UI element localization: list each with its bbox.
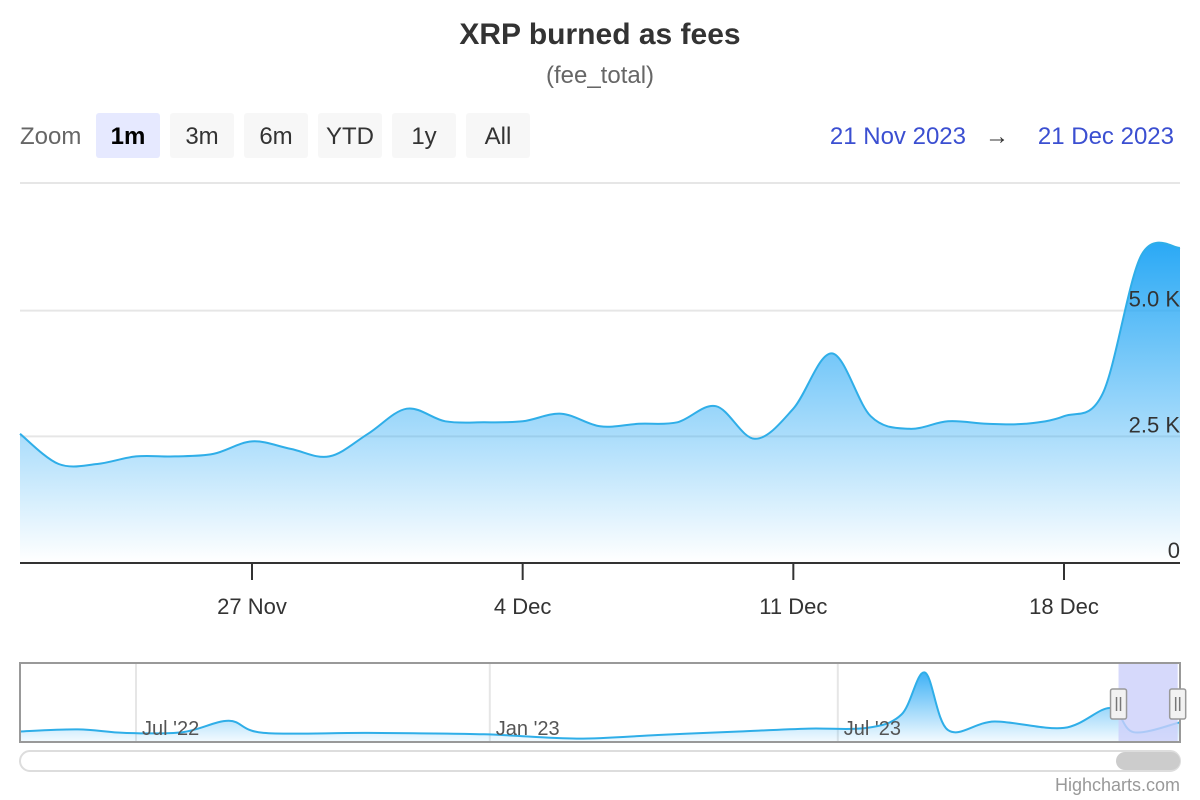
zoom-button-label: 6m [259, 123, 292, 150]
zoom-button-label: 1y [411, 123, 436, 150]
range-selector: Zoom 1m 3m 6m YTD 1y All 21 Nov 2023 → 2… [20, 113, 1174, 158]
y-tick-label: 2.5 K [1129, 412, 1181, 437]
zoom-button-label: YTD [326, 123, 374, 150]
navigator-series-area [20, 672, 1180, 742]
scrollbar[interactable] [19, 750, 1181, 772]
chart-subtitle: (fee_total) [546, 62, 654, 89]
zoom-button-label: All [485, 123, 512, 150]
navigator-tick-label: Jul '22 [142, 718, 199, 740]
zoom-button-6m[interactable]: 6m [244, 113, 308, 158]
handle-grip[interactable] [1168, 688, 1187, 720]
scrollbar-track[interactable] [19, 750, 1181, 772]
navigator-series-line [19, 671, 1181, 740]
zoom-button-ytd[interactable]: YTD [318, 113, 382, 158]
range-from-input[interactable]: 21 Nov 2023 [830, 123, 966, 150]
navigator-handle-left[interactable] [1109, 688, 1128, 720]
navigator-axis-labels: Jul '22 Jan '23 Jul '23 [142, 718, 901, 740]
plot-area: 0 2.5 K 5.0 K 27 Nov 4 Dec 11 Dec 18 Dec [19, 241, 1181, 619]
navigator: Jul '22 Jan '23 Jul '23 [19, 662, 1187, 743]
x-axis-ticks: 27 Nov 4 Dec 11 Dec 18 Dec [217, 563, 1099, 619]
credits-link[interactable]: Highcharts.com [1055, 775, 1180, 795]
zoom-button-all[interactable]: All [466, 113, 530, 158]
navigator-selected-range[interactable] [1118, 663, 1178, 742]
handle-grip[interactable] [1109, 688, 1128, 720]
y-tick-label: 5.0 K [1129, 287, 1181, 312]
chart-title: XRP burned as fees [459, 18, 740, 51]
zoom-button-1y[interactable]: 1y [392, 113, 456, 158]
zoom-label: Zoom [20, 123, 81, 150]
range-to-input[interactable]: 21 Dec 2023 [1038, 123, 1174, 150]
y-axis-labels: 0 2.5 K 5.0 K [1129, 287, 1181, 563]
scrollbar-thumb[interactable] [1116, 752, 1180, 770]
navigator-handle-right[interactable] [1168, 688, 1187, 720]
zoom-button-label: 3m [185, 123, 218, 150]
y-tick-label: 0 [1168, 538, 1180, 563]
x-tick-label: 18 Dec [1029, 594, 1099, 619]
y-gridlines [20, 309, 1180, 438]
x-tick-label: 11 Dec [759, 594, 827, 619]
range-arrow: → [985, 123, 1009, 150]
navigator-tick-label: Jul '23 [844, 718, 901, 740]
series-line[interactable] [19, 241, 1181, 468]
zoom-button-3m[interactable]: 3m [170, 113, 234, 158]
x-tick-label: 27 Nov [217, 594, 287, 619]
series-area [20, 242, 1180, 562]
zoom-button-1m[interactable]: 1m [96, 113, 160, 158]
zoom-button-label: 1m [111, 123, 146, 150]
x-tick-label: 4 Dec [494, 594, 551, 619]
navigator-tick-label: Jan '23 [496, 718, 560, 740]
